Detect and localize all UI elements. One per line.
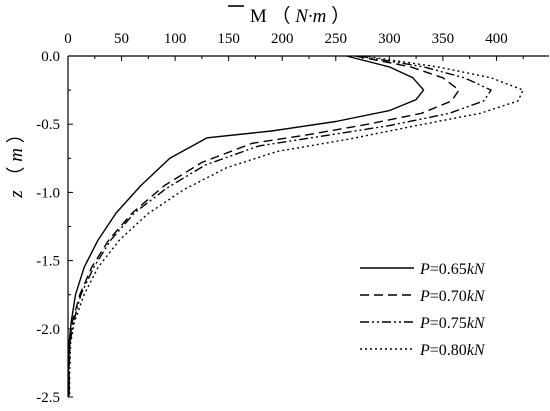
x-tick-label: 400: [485, 31, 508, 47]
y-tick-label: -2.5: [36, 390, 60, 406]
legend-label-2: P=0.75kN: [419, 315, 486, 332]
y-axis-unit: m: [6, 148, 27, 162]
legend-label-3-p: P: [419, 342, 430, 359]
x-axis-unit-close: ）: [331, 5, 350, 27]
series-line-2: [68, 55, 492, 397]
x-tick-label: 100: [164, 31, 187, 47]
x-tick-label: 0: [64, 31, 72, 47]
y-axis-unit-close: ）: [5, 124, 27, 143]
legend-label-0-value: =0.65: [430, 261, 467, 278]
x-axis-title: M （ N·m ）: [250, 5, 350, 27]
series-line-1: [68, 55, 460, 397]
legend-item-2: P=0.75kN: [360, 315, 486, 332]
legend-label-0-unit: kN: [467, 261, 486, 278]
series-layer: [67, 55, 524, 397]
legend-label-2-unit: kN: [467, 315, 486, 332]
x-tick-label: 150: [217, 31, 240, 47]
x-tick-label: 200: [271, 31, 294, 47]
legend-label-0-p: P: [419, 261, 430, 278]
y-axis-title: z （ m ）: [5, 124, 27, 198]
x-axis-unit: N·m: [294, 6, 326, 27]
legend-item-1: P=0.70kN: [360, 288, 486, 305]
legend-label-1-value: =0.70: [430, 288, 467, 305]
x-axis-symbol: M: [250, 6, 267, 27]
y-axis-symbol: z: [6, 190, 27, 199]
legend: P=0.65kN P=0.70kN P=0.75kN P=0.80kN: [360, 261, 486, 359]
x-tick-label: 50: [114, 31, 129, 47]
x-axis-ticks: 0 50 100 150 200 250 300 350 400: [64, 31, 524, 61]
legend-label-1-unit: kN: [467, 288, 486, 305]
legend-item-0: P=0.65kN: [360, 261, 486, 278]
y-tick-label: -0.5: [36, 117, 60, 133]
x-tick-label: 300: [378, 31, 401, 47]
y-tick-label: -1.5: [36, 254, 60, 270]
legend-label-1: P=0.70kN: [419, 288, 486, 305]
legend-item-3: P=0.80kN: [360, 342, 486, 359]
y-axis-ticks: 0.0 -0.5 -1.0 -1.5 -2.0 -2.5: [36, 49, 73, 406]
series-line-3: [68, 55, 524, 397]
y-tick-label: -2.0: [36, 322, 60, 338]
legend-label-3-unit: kN: [467, 342, 486, 359]
y-tick-label: -1.0: [36, 185, 60, 201]
legend-label-3-value: =0.80: [430, 342, 467, 359]
legend-label-0: P=0.65kN: [419, 261, 486, 278]
series-line-0: [67, 55, 425, 397]
x-axis-unit-open: （: [271, 5, 290, 27]
legend-label-3: P=0.80kN: [419, 342, 486, 359]
y-axis-unit-open: （: [5, 167, 27, 186]
legend-label-2-value: =0.75: [430, 315, 467, 332]
y-tick-label: 0.0: [41, 49, 60, 65]
legend-label-2-p: P: [419, 315, 430, 332]
x-tick-label: 350: [432, 31, 455, 47]
x-tick-label: 250: [325, 31, 348, 47]
legend-label-1-p: P: [419, 288, 430, 305]
